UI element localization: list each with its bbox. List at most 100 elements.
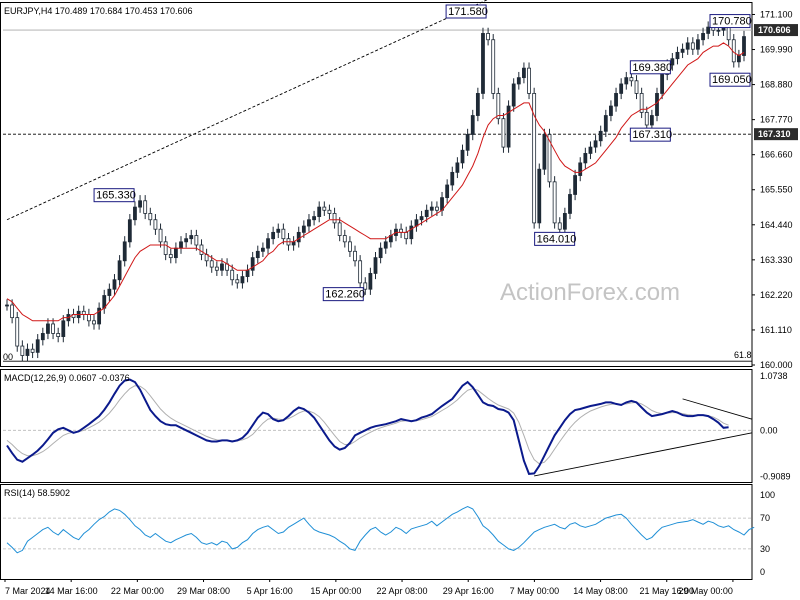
price-candle (163, 241, 168, 255)
price-candle (322, 206, 327, 211)
watermark-text: ActionForex.com (500, 279, 680, 306)
price-candle (51, 323, 55, 334)
price-candle (255, 250, 260, 259)
x-axis-label: 14 Mar 16:00 (45, 586, 98, 596)
price-candle (634, 80, 639, 94)
price-candle (327, 209, 332, 214)
rsi-line (6, 506, 755, 554)
swing-label-box (629, 127, 671, 142)
support-tag (754, 128, 798, 141)
swing-label: 167.310 (632, 129, 672, 141)
price-candle (409, 225, 414, 240)
swing-label-box (534, 231, 576, 246)
price-candle (435, 206, 439, 211)
swing-label: 164.010 (537, 233, 577, 245)
price-candle (429, 206, 434, 211)
macd-upper-trendline (682, 398, 753, 420)
x-axis-label: 29 Apr 16:00 (443, 586, 494, 596)
rsi-axis-label: 100 (760, 490, 775, 500)
price-candle (496, 93, 501, 120)
x-axis-label: 22 Apr 08:00 (377, 586, 428, 596)
price-candle (701, 33, 705, 41)
price-candle (511, 83, 516, 107)
price-candle (220, 263, 224, 271)
last-price-tag (754, 24, 798, 37)
swing-label: 162.260 (325, 289, 365, 301)
price-candle (491, 39, 496, 94)
price-candle (583, 153, 588, 164)
price-candle (501, 118, 506, 148)
macd-title: MACD(12,26,9) 0.0607 -0.0376 (4, 373, 130, 383)
price-candle (173, 247, 178, 259)
x-axis-label: 5 Apr 16:00 (247, 586, 293, 596)
price-candle (568, 194, 572, 214)
price-candle (271, 231, 276, 240)
macd-lower-trendline (534, 432, 753, 477)
price-candle (168, 254, 173, 259)
price-candle (706, 26, 711, 34)
price-candle (609, 105, 613, 116)
price-candle (573, 175, 578, 195)
price-candle (404, 231, 409, 240)
rsi-title: RSI(14) 58.5902 (4, 488, 70, 498)
price-candle (46, 323, 50, 334)
moving-average-line (6, 42, 745, 322)
price-axis-label: 171.100 (760, 9, 793, 19)
price-candle (399, 228, 403, 233)
price-candle (158, 228, 163, 243)
price-candle (603, 115, 608, 132)
price-candle (373, 257, 378, 274)
price-candle (470, 115, 475, 135)
price-axis-label: 169.990 (760, 45, 793, 55)
price-candle (35, 339, 40, 353)
swing-label-box (93, 188, 135, 203)
price-candle (578, 162, 583, 176)
price-candle (639, 93, 644, 113)
price-candle (301, 225, 306, 233)
x-axis-label: 7 May 00:00 (510, 586, 560, 596)
price-candle (5, 304, 9, 307)
price-candle (445, 184, 450, 199)
price-candle (291, 241, 296, 246)
price-pane-frame (0, 2, 753, 367)
price-axis-label: 161.110 (760, 325, 792, 335)
swing-label-box (709, 14, 751, 29)
price-candle (133, 206, 137, 221)
price-candle (547, 134, 552, 183)
price-candle (179, 241, 183, 249)
price-candle (516, 77, 521, 85)
price-candle (317, 206, 322, 217)
price-candle (353, 250, 357, 262)
price-axis-label: 160.000 (760, 360, 793, 370)
price-candle (312, 216, 316, 221)
price-candle (696, 39, 700, 50)
price-candle (348, 241, 352, 252)
channel-line (6, 0, 488, 221)
swing-label: 170.780 (712, 16, 752, 28)
swing-label: 171.580 (448, 6, 488, 18)
x-axis-label: 14 May 08:00 (573, 586, 628, 596)
price-candle (97, 307, 102, 325)
price-candle (593, 140, 598, 148)
price-candle (138, 200, 142, 208)
x-axis-label: 15 Apr 00:00 (310, 586, 361, 596)
price-candle (250, 257, 255, 271)
price-candle (209, 260, 214, 268)
price-axis-label: 168.880 (760, 80, 793, 90)
price-candle (475, 93, 480, 116)
price-candle (127, 219, 132, 243)
price-candle (690, 42, 695, 50)
price-candle (506, 105, 511, 148)
rsi-pane-frame (0, 484, 753, 580)
price-candle (481, 33, 485, 94)
x-axis-label: 21 May 16:00 (639, 586, 694, 596)
price-candle (230, 269, 235, 281)
price-candle (184, 238, 189, 243)
price-candle (736, 55, 741, 63)
price-candle (337, 222, 342, 236)
price-candle (358, 260, 363, 284)
x-axis-label: 7 Mar 2024 (5, 586, 51, 596)
symbol-header: EURJPY,H4 170.489 170.684 170.453 170.60… (4, 6, 193, 16)
